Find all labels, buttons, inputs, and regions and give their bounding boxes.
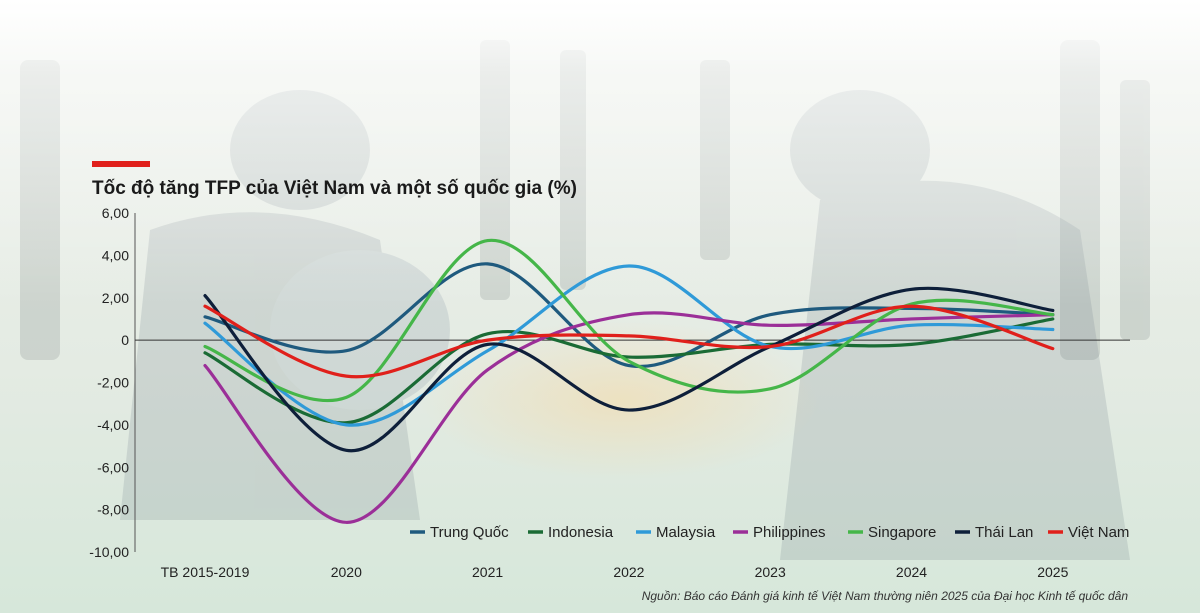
legend-label-indonesia: Indonesia bbox=[548, 524, 614, 541]
chart-title: Tốc độ tăng TFP của Việt Nam và một số q… bbox=[92, 178, 577, 199]
legend-label-viet-nam: Việt Nam bbox=[1068, 524, 1129, 541]
y-tick-label: -6,00 bbox=[97, 459, 129, 475]
series-line-philippines bbox=[203, 311, 1055, 524]
source-note: Nguồn: Báo cáo Đánh giá kinh tế Việt Nam… bbox=[641, 589, 1128, 603]
x-tick-label: 2023 bbox=[755, 564, 786, 580]
series-line-trung-quoc bbox=[203, 262, 1055, 369]
series-layer bbox=[203, 238, 1055, 524]
legend-label-singapore: Singapore bbox=[868, 524, 936, 541]
axes: 6,00 4,00 2,00 0 -2,00 -4,00 -6,00 -8,00 -10,00 T… bbox=[89, 205, 1130, 580]
legend-label-malaysia: Malaysia bbox=[656, 524, 716, 541]
series-line-viet-nam bbox=[203, 304, 1055, 379]
y-tick-label: -4,00 bbox=[97, 417, 129, 433]
y-tick-label: 4,00 bbox=[102, 247, 129, 263]
series-line-singapore bbox=[203, 238, 1055, 403]
title-accent-bar bbox=[92, 161, 150, 167]
legend-label-thai-lan: Thái Lan bbox=[975, 524, 1033, 541]
legend-label-trung-quoc: Trung Quốc bbox=[430, 524, 509, 541]
y-tick-label: 2,00 bbox=[102, 290, 129, 306]
x-tick-label: 2022 bbox=[613, 564, 644, 580]
y-tick-label: -8,00 bbox=[97, 502, 129, 518]
y-tick-label: 6,00 bbox=[102, 205, 129, 221]
legend-label-philippines: Philippines bbox=[753, 524, 826, 541]
x-tick-label: 2025 bbox=[1037, 564, 1068, 580]
x-tick-label: TB 2015-2019 bbox=[161, 564, 250, 580]
x-tick-label: 2021 bbox=[472, 564, 503, 580]
y-tick-label: -2,00 bbox=[97, 375, 129, 391]
series-line-malaysia bbox=[203, 264, 1055, 427]
x-tick-label: 2024 bbox=[896, 564, 927, 580]
series-line-thai-lan bbox=[203, 286, 1055, 453]
x-tick-label: 2020 bbox=[331, 564, 362, 580]
y-tick-label: 0 bbox=[121, 332, 129, 348]
legend: Trung Quốc Indonesia Malaysia Philippines Si… bbox=[410, 524, 1129, 541]
y-tick-label: -10,00 bbox=[89, 544, 129, 560]
